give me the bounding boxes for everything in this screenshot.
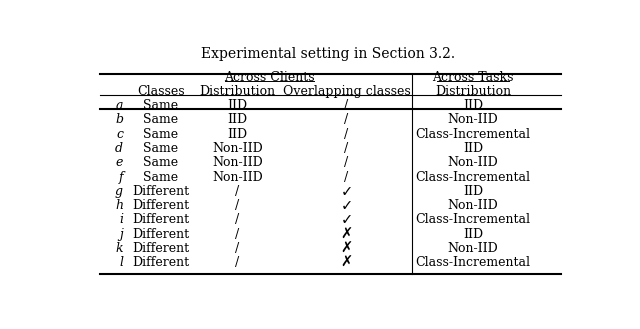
Text: Non-IID: Non-IID xyxy=(448,242,499,255)
Text: ✗: ✗ xyxy=(340,227,353,241)
Text: IID: IID xyxy=(227,128,248,141)
Text: Class-Incremental: Class-Incremental xyxy=(415,256,531,269)
Text: g: g xyxy=(115,185,123,198)
Text: Class-Incremental: Class-Incremental xyxy=(415,128,531,141)
Text: e: e xyxy=(116,156,123,169)
Text: /: / xyxy=(236,228,239,240)
Text: k: k xyxy=(115,242,123,255)
Text: Non-IID: Non-IID xyxy=(448,156,499,169)
Text: Different: Different xyxy=(132,256,189,269)
Text: Class-Incremental: Class-Incremental xyxy=(415,170,531,184)
Text: IID: IID xyxy=(227,99,248,112)
Text: Overlapping classes: Overlapping classes xyxy=(283,85,410,98)
Text: Same: Same xyxy=(143,99,178,112)
Text: /: / xyxy=(344,99,349,112)
Text: IID: IID xyxy=(463,142,483,155)
Text: Non-IID: Non-IID xyxy=(212,156,263,169)
Text: Non-IID: Non-IID xyxy=(448,114,499,126)
Text: /: / xyxy=(236,213,239,226)
Text: /: / xyxy=(236,242,239,255)
Text: /: / xyxy=(344,114,349,126)
Text: Same: Same xyxy=(143,156,178,169)
Text: Different: Different xyxy=(132,228,189,240)
Text: Non-IID: Non-IID xyxy=(448,199,499,212)
Text: Same: Same xyxy=(143,142,178,155)
Text: Classes: Classes xyxy=(137,85,184,98)
Text: Different: Different xyxy=(132,242,189,255)
Text: Class-Incremental: Class-Incremental xyxy=(415,213,531,226)
Text: b: b xyxy=(115,114,123,126)
Text: a: a xyxy=(116,99,123,112)
Text: i: i xyxy=(119,213,123,226)
Text: IID: IID xyxy=(463,99,483,112)
Text: j: j xyxy=(119,228,123,240)
Text: IID: IID xyxy=(463,228,483,240)
Text: Different: Different xyxy=(132,213,189,226)
Text: Same: Same xyxy=(143,170,178,184)
Text: ✓: ✓ xyxy=(340,198,353,213)
Text: /: / xyxy=(236,256,239,269)
Text: h: h xyxy=(115,199,123,212)
Text: Non-IID: Non-IID xyxy=(212,142,263,155)
Text: Experimental setting in Section 3.2.: Experimental setting in Section 3.2. xyxy=(201,47,455,61)
Text: ✓: ✓ xyxy=(340,212,353,227)
Text: /: / xyxy=(344,156,349,169)
Text: c: c xyxy=(116,128,123,141)
Text: Same: Same xyxy=(143,128,178,141)
Text: l: l xyxy=(119,256,123,269)
Text: Different: Different xyxy=(132,185,189,198)
Text: Distribution: Distribution xyxy=(435,85,511,98)
Text: /: / xyxy=(344,170,349,184)
Text: ✓: ✓ xyxy=(340,184,353,199)
Text: ✗: ✗ xyxy=(340,255,353,270)
Text: ✗: ✗ xyxy=(340,241,353,256)
Text: /: / xyxy=(344,128,349,141)
Text: Same: Same xyxy=(143,114,178,126)
Text: Different: Different xyxy=(132,199,189,212)
Text: Distribution: Distribution xyxy=(200,85,276,98)
Text: Non-IID: Non-IID xyxy=(212,170,263,184)
Text: Across Clients: Across Clients xyxy=(225,71,315,84)
Text: IID: IID xyxy=(227,114,248,126)
Text: f: f xyxy=(118,170,123,184)
Text: IID: IID xyxy=(463,185,483,198)
Text: /: / xyxy=(236,185,239,198)
Text: /: / xyxy=(344,142,349,155)
Text: d: d xyxy=(115,142,123,155)
Text: /: / xyxy=(236,199,239,212)
Text: Across Tasks: Across Tasks xyxy=(433,71,514,84)
